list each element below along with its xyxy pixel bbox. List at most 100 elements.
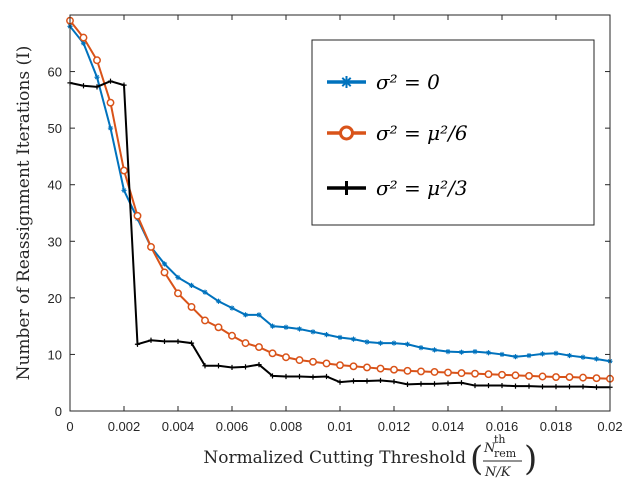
- y-tick-label: 60: [48, 65, 62, 80]
- data-point: [539, 351, 546, 357]
- legend-entry: σ² = μ²/6: [327, 121, 468, 145]
- x-axis-title-group: Normalized Cutting Threshold ( N th rem …: [203, 433, 537, 480]
- data-point: [485, 350, 492, 356]
- legend-label: σ² = μ²/3: [376, 176, 468, 200]
- data-point: [283, 373, 289, 380]
- data-point: [350, 378, 357, 384]
- x-tick-label: 0.01: [327, 419, 352, 434]
- data-point: [309, 357, 317, 366]
- data-point: [106, 98, 115, 107]
- data-point: [471, 369, 479, 378]
- data-point: [457, 369, 466, 378]
- data-point: [228, 331, 236, 340]
- data-point: [80, 83, 87, 89]
- data-point: [525, 371, 533, 380]
- x-tick-label: 0.02: [597, 419, 622, 434]
- x-axis-open-paren: (: [470, 439, 483, 479]
- y-tick-label: 30: [48, 234, 62, 249]
- legend-entry: σ² = 0: [327, 70, 440, 94]
- data-point: [593, 384, 600, 390]
- data-point: [295, 356, 304, 365]
- data-point: [565, 373, 574, 382]
- data-point: [269, 323, 276, 329]
- data-point: [107, 125, 114, 131]
- data-point: [121, 187, 127, 193]
- data-point: [215, 298, 222, 304]
- legend-swatch-marker: [339, 125, 354, 141]
- data-point: [350, 336, 357, 342]
- data-point: [310, 329, 316, 335]
- y-tick-label: 0: [55, 404, 62, 419]
- y-tick-label: 40: [48, 178, 62, 193]
- data-point: [484, 370, 493, 379]
- data-point: [229, 364, 235, 371]
- data-point: [444, 368, 452, 377]
- data-point: [526, 383, 532, 389]
- data-point: [188, 340, 195, 346]
- data-point: [580, 384, 586, 390]
- legend-entry: σ² = μ²/3: [327, 176, 468, 200]
- data-point: [431, 381, 438, 387]
- series-2: [67, 78, 613, 390]
- x-tick-label: 0: [66, 419, 73, 434]
- plot-frame: [69, 14, 611, 412]
- data-point: [458, 380, 465, 386]
- data-point: [566, 384, 573, 390]
- data-point: [94, 84, 100, 90]
- data-point: [431, 347, 438, 353]
- data-point: [283, 324, 289, 330]
- data-point: [255, 343, 263, 352]
- x-tick-label: 0.006: [216, 419, 249, 434]
- data-point: [391, 378, 397, 385]
- data-point: [539, 384, 546, 390]
- data-point: [175, 274, 181, 281]
- data-point: [364, 339, 370, 345]
- data-point: [256, 312, 262, 318]
- data-point: [214, 323, 223, 332]
- x-axis-fraction-numerator: N: [483, 441, 496, 456]
- data-point: [391, 340, 397, 346]
- data-point: [282, 353, 290, 362]
- y-tick-label: 10: [48, 347, 62, 362]
- series-1: [66, 16, 614, 383]
- data-point: [93, 56, 101, 65]
- data-point: [417, 367, 425, 376]
- data-point: [526, 352, 532, 359]
- legend-label: σ² = 0: [376, 70, 440, 94]
- data-point: [174, 289, 182, 298]
- data-point: [323, 332, 330, 338]
- data-point: [107, 78, 114, 84]
- data-point: [538, 372, 547, 381]
- data-point: [499, 382, 505, 389]
- data-point: [202, 363, 208, 369]
- data-point: [336, 361, 344, 370]
- data-point: [120, 166, 128, 175]
- data-point: [512, 383, 519, 389]
- data-point: [80, 40, 87, 46]
- data-point: [79, 33, 88, 42]
- data-point: [296, 373, 303, 380]
- data-point: [187, 302, 196, 311]
- x-axis-fraction-denominator: N/K: [484, 465, 512, 480]
- data-point: [215, 363, 222, 369]
- x-tick-label: 0.012: [378, 419, 411, 434]
- data-point: [377, 340, 384, 346]
- x-axis-fraction-numerator-sub: rem: [494, 447, 517, 460]
- data-point: [161, 261, 168, 267]
- data-point: [430, 368, 439, 376]
- data-point: [202, 289, 208, 295]
- x-tick-label: 0.008: [270, 419, 303, 434]
- x-axis-fraction-numerator-sup: th: [494, 433, 506, 446]
- data-point: [364, 378, 370, 384]
- x-tick-label: 0.004: [162, 419, 195, 434]
- data-point: [445, 349, 451, 355]
- data-point: [485, 382, 492, 389]
- data-point: [229, 305, 235, 311]
- data-point: [579, 373, 587, 382]
- data-point: [147, 242, 155, 251]
- data-point: [323, 373, 330, 380]
- data-point: [512, 354, 519, 360]
- legend-swatch-marker: [339, 181, 354, 195]
- y-tick-label: 50: [48, 121, 62, 136]
